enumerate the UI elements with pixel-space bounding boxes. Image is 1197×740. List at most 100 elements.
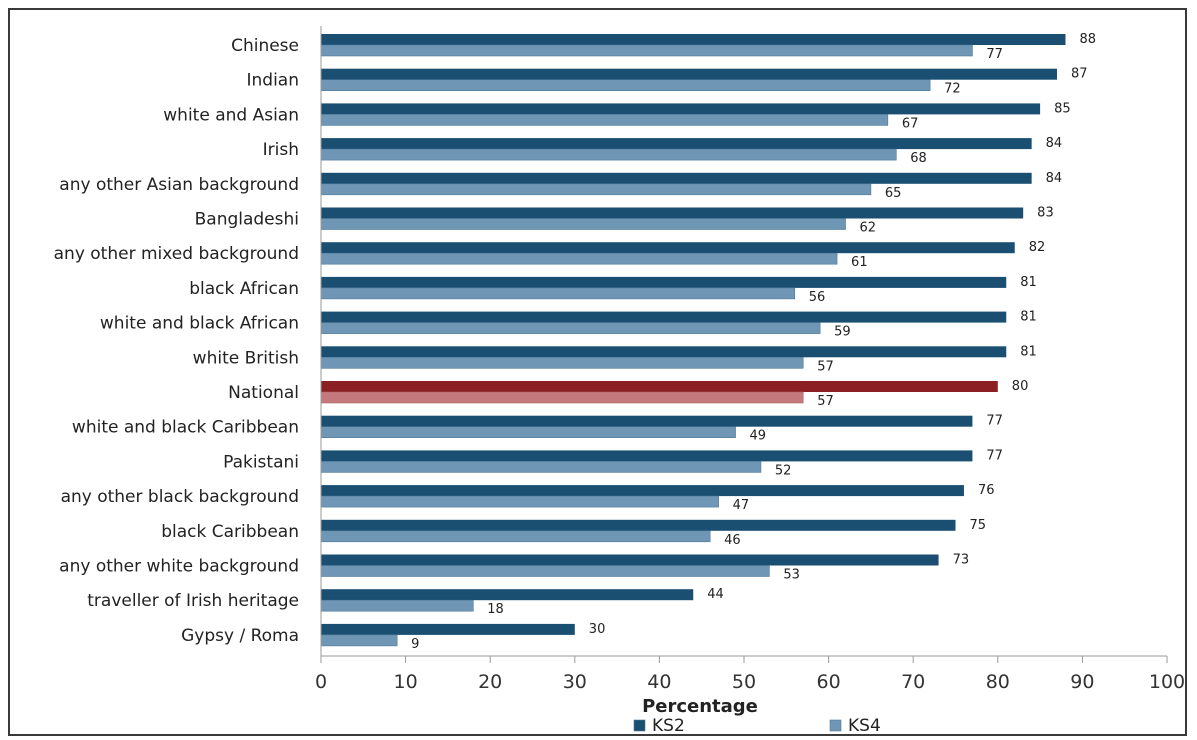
data-label-ks2-white-and-asian: 85 [1054,101,1071,116]
data-label-ks2-white-british: 81 [1020,344,1037,359]
x-tick-label-100: 100 [1149,671,1185,693]
x-tick-label-40: 40 [647,671,671,693]
x-tick-label-10: 10 [394,671,418,693]
bar-ks2-white-british [321,346,1007,358]
bar-ks4-chinese [320,44,973,57]
data-label-ks2-black-caribbean: 75 [970,518,987,533]
bars-layer: 88 77 87 72 85 67 84 68 84 65 83 62 82 61 81 56 81 59 81 57… [320,32,1096,652]
bar-ks2-white-and-asian [321,103,1041,115]
legend-label-ks2: KS2 [652,716,685,734]
category-label-any-other-white-background: any other white background [59,557,299,577]
x-axis-title: Percentage [642,696,758,717]
category-labels: Chinese Indian white and Asian Irish any oth… [54,36,299,646]
bar-ks4-bangladeshi [320,218,846,230]
bar-ks2-gypsy-roma [321,623,575,635]
data-label-ks4-white-and-black-caribbean: 49 [750,429,767,444]
bar-ks4-white-british [320,356,804,369]
bar-ks4-white-and-black-caribbean [320,426,736,439]
category-label-black-caribbean: black Caribbean [161,522,299,542]
bar-ks4-any-other-white-background [320,565,770,577]
x-tick-label-60: 60 [817,671,841,693]
chart-frame: 88 77 87 72 85 67 84 68 84 65 83 62 82 61 81 56 81 59 81 57… [8,8,1187,736]
data-label-ks2-chinese: 88 [1079,32,1096,47]
bar-ks4-any-other-black-background [320,495,719,508]
category-label-gypsy-roma: Gypsy / Roma [181,626,299,646]
data-label-ks2-any-other-white-background: 73 [953,553,970,568]
data-label-ks2-any-other-black-background: 76 [978,483,995,498]
category-label-white-and-black-african: white and black African [100,314,299,334]
category-label-any-other-black-background: any other black background [61,487,299,507]
bar-ks4-gypsy-roma [320,634,398,647]
bar-ks4-any-other-mixed-background [320,252,838,265]
data-label-ks4-bangladeshi: 62 [860,221,877,236]
bar-ks2-irish [321,138,1032,150]
category-label-white-and-black-caribbean: white and black Caribbean [72,418,299,438]
bar-ks2-bangladeshi [321,207,1024,219]
bar-ks2-any-other-white-background [321,554,939,566]
data-label-ks4-white-british: 57 [817,359,834,374]
legend-label-ks4: KS4 [848,716,881,734]
data-label-ks2-gypsy-roma: 30 [589,622,606,637]
x-tick-label-30: 30 [563,671,587,693]
data-label-ks2-traveller-of-irish-heritage: 44 [707,587,724,602]
category-label-irish: Irish [263,140,299,160]
bar-ks4-black-caribbean [320,530,711,543]
data-label-ks4-indian: 72 [944,82,961,97]
data-label-ks4-traveller-of-irish-heritage: 18 [487,602,504,617]
category-label-any-other-asian-background: any other Asian background [59,175,299,195]
data-label-ks2-any-other-asian-background: 84 [1046,171,1063,186]
category-label-chinese: Chinese [231,36,299,56]
legend-swatch-ks2 [633,719,646,732]
bar-ks4-indian [320,79,931,91]
bar-ks2-any-other-asian-background [321,172,1032,184]
data-label-ks4-any-other-asian-background: 65 [885,186,902,201]
data-label-ks4-white-and-asian: 67 [902,116,919,131]
category-label-national: National [228,383,299,403]
bar-ks2-black-caribbean [321,519,956,531]
data-label-ks4-any-other-mixed-background: 61 [851,255,868,270]
data-label-ks4-gypsy-roma: 9 [411,637,419,652]
category-label-any-other-mixed-background: any other mixed background [54,244,299,264]
x-tick-label-80: 80 [986,671,1010,693]
bar-ks2-white-and-black-caribbean [321,415,973,427]
legend-swatch-ks4 [829,719,842,732]
data-label-ks2-bangladeshi: 83 [1037,206,1054,221]
category-label-white-british: white British [193,348,299,368]
data-label-ks4-chinese: 77 [986,47,1003,62]
data-label-ks2-white-and-black-african: 81 [1020,310,1037,325]
bar-ks2-any-other-black-background [321,485,964,497]
category-label-white-and-asian: white and Asian [163,105,299,125]
bar-ks2-chinese [321,34,1066,45]
bar-ks2-white-and-black-african [321,311,1007,323]
data-label-ks4-black-caribbean: 46 [724,533,741,548]
bar-ks4-white-and-asian [320,114,889,126]
bar-ks4-any-other-asian-background [320,183,872,196]
data-label-ks4-any-other-black-background: 47 [733,498,750,513]
category-label-traveller-of-irish-heritage: traveller of Irish heritage [87,591,299,611]
bar-ks2-indian [321,68,1058,80]
data-label-ks4-irish: 68 [910,151,927,166]
bar-chart: 88 77 87 72 85 67 84 68 84 65 83 62 82 61 81 56 81 59 81 57… [54,26,1185,736]
data-label-ks2-any-other-mixed-background: 82 [1029,240,1046,255]
x-tick-label-70: 70 [901,671,925,693]
bar-ks4-national [320,391,804,404]
bar-ks2-national [321,381,998,392]
category-label-black-african: black African [189,279,299,299]
bar-ks2-traveller-of-irish-heritage [321,589,694,601]
data-label-ks2-white-and-black-caribbean: 77 [986,414,1003,429]
x-axis: 0 10 20 30 40 50 60 70 80 90 100 [315,26,1185,693]
data-label-ks4-black-african: 56 [809,290,826,305]
data-label-ks2-indian: 87 [1071,67,1088,82]
data-label-ks2-national: 80 [1012,379,1029,394]
bar-ks2-any-other-mixed-background [321,242,1015,254]
data-label-ks4-any-other-white-background: 53 [783,568,800,583]
data-label-ks2-pakistani: 77 [986,448,1003,463]
x-tick-label-20: 20 [478,671,502,693]
bar-ks2-black-african [321,276,1007,288]
data-label-ks4-pakistani: 52 [775,463,792,478]
x-tick-label-50: 50 [732,671,756,693]
data-label-ks4-white-and-black-african: 59 [834,325,851,340]
bar-ks4-irish [320,148,897,161]
category-label-indian: Indian [247,71,300,91]
x-tick-label-90: 90 [1070,671,1094,693]
